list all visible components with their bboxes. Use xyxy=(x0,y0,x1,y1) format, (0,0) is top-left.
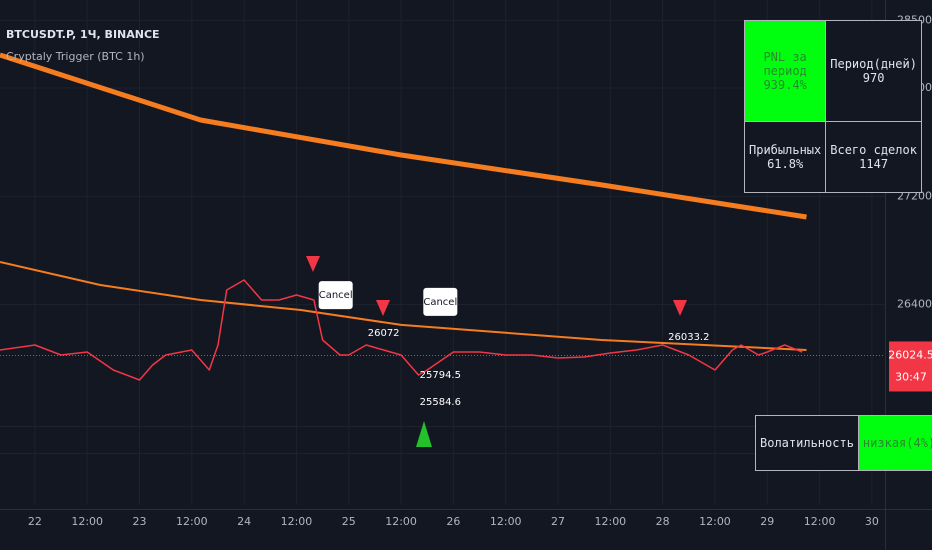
value: 939.4% xyxy=(763,78,807,93)
x-tick-label: 27 xyxy=(551,515,565,528)
label: PNL за период xyxy=(763,50,807,79)
volatility-label: Волатильность xyxy=(755,415,859,471)
volatility-table: Волатильность низкая(4%) xyxy=(755,415,932,471)
annotation: Cancel xyxy=(423,297,457,308)
annotation-box xyxy=(423,287,458,316)
x-tick-label: 28 xyxy=(656,515,670,528)
label: Период(дней) xyxy=(830,57,917,72)
volatility-value: низкая(4%) xyxy=(857,415,932,471)
x-tick-label: 29 xyxy=(760,515,774,528)
x-tick-label: 12:00 xyxy=(385,515,417,528)
annotation: 26033.2 xyxy=(668,332,709,343)
sell-arrow xyxy=(306,256,320,272)
buy-arrow xyxy=(416,421,432,447)
x-tick-label: 12:00 xyxy=(71,515,103,528)
value: 970 xyxy=(862,71,885,86)
x-tick-label: 24 xyxy=(237,515,251,528)
series-line xyxy=(0,52,807,220)
sell-arrow xyxy=(673,300,687,316)
annotation-box xyxy=(318,281,353,310)
x-tick-label: 12:00 xyxy=(176,515,208,528)
value: 1147 xyxy=(859,157,889,172)
annotation: 25584.6 xyxy=(420,397,461,408)
label: Прибыльных xyxy=(749,143,822,158)
x-tick-label: 23 xyxy=(133,515,147,528)
x-tick-label: 22 xyxy=(28,515,42,528)
x-tick-label: 12:00 xyxy=(699,515,731,528)
sell-arrow xyxy=(376,300,390,316)
axis-border xyxy=(885,0,886,550)
countdown: 30:47 xyxy=(895,370,927,383)
annotation: Cancel xyxy=(319,290,353,301)
stats-table: PNL за период 939.4% Период(дней) 970 Приб… xyxy=(743,19,922,193)
chart-title: BTCUSDT.P, 1Ч, BINANCE xyxy=(6,28,160,41)
x-tick-label: 25 xyxy=(342,515,356,528)
period-cell: Период(дней) 970 xyxy=(825,19,922,123)
x-tick-label: 12:00 xyxy=(490,515,522,528)
annotation: 26072 xyxy=(368,328,400,339)
x-tick-label: 30 xyxy=(865,515,879,528)
x-tick-label: 26 xyxy=(446,515,460,528)
y-tick-label: 26400.0 xyxy=(897,298,932,311)
last-price-box xyxy=(889,341,932,392)
win-cell: Прибыльных 61.8% xyxy=(743,121,827,193)
label: Всего сделок xyxy=(830,143,917,158)
x-tick-label: 12:00 xyxy=(804,515,836,528)
x-tick-label: 12:00 xyxy=(281,515,313,528)
annotation: 25794.5 xyxy=(420,370,461,381)
y-tick-label: 27200.0 xyxy=(897,189,932,202)
pnl-cell: PNL за период 939.4% xyxy=(743,19,827,123)
value: 61.8% xyxy=(767,157,804,172)
chart-subtitle: Cryptaly Trigger (BTC 1h) xyxy=(6,50,145,63)
trades-cell: Всего сделок 1147 xyxy=(825,121,922,193)
series-line xyxy=(0,261,807,351)
x-tick-label: 12:00 xyxy=(594,515,626,528)
last-price-label: 26024.5 xyxy=(888,348,932,361)
axis-border xyxy=(0,509,932,510)
